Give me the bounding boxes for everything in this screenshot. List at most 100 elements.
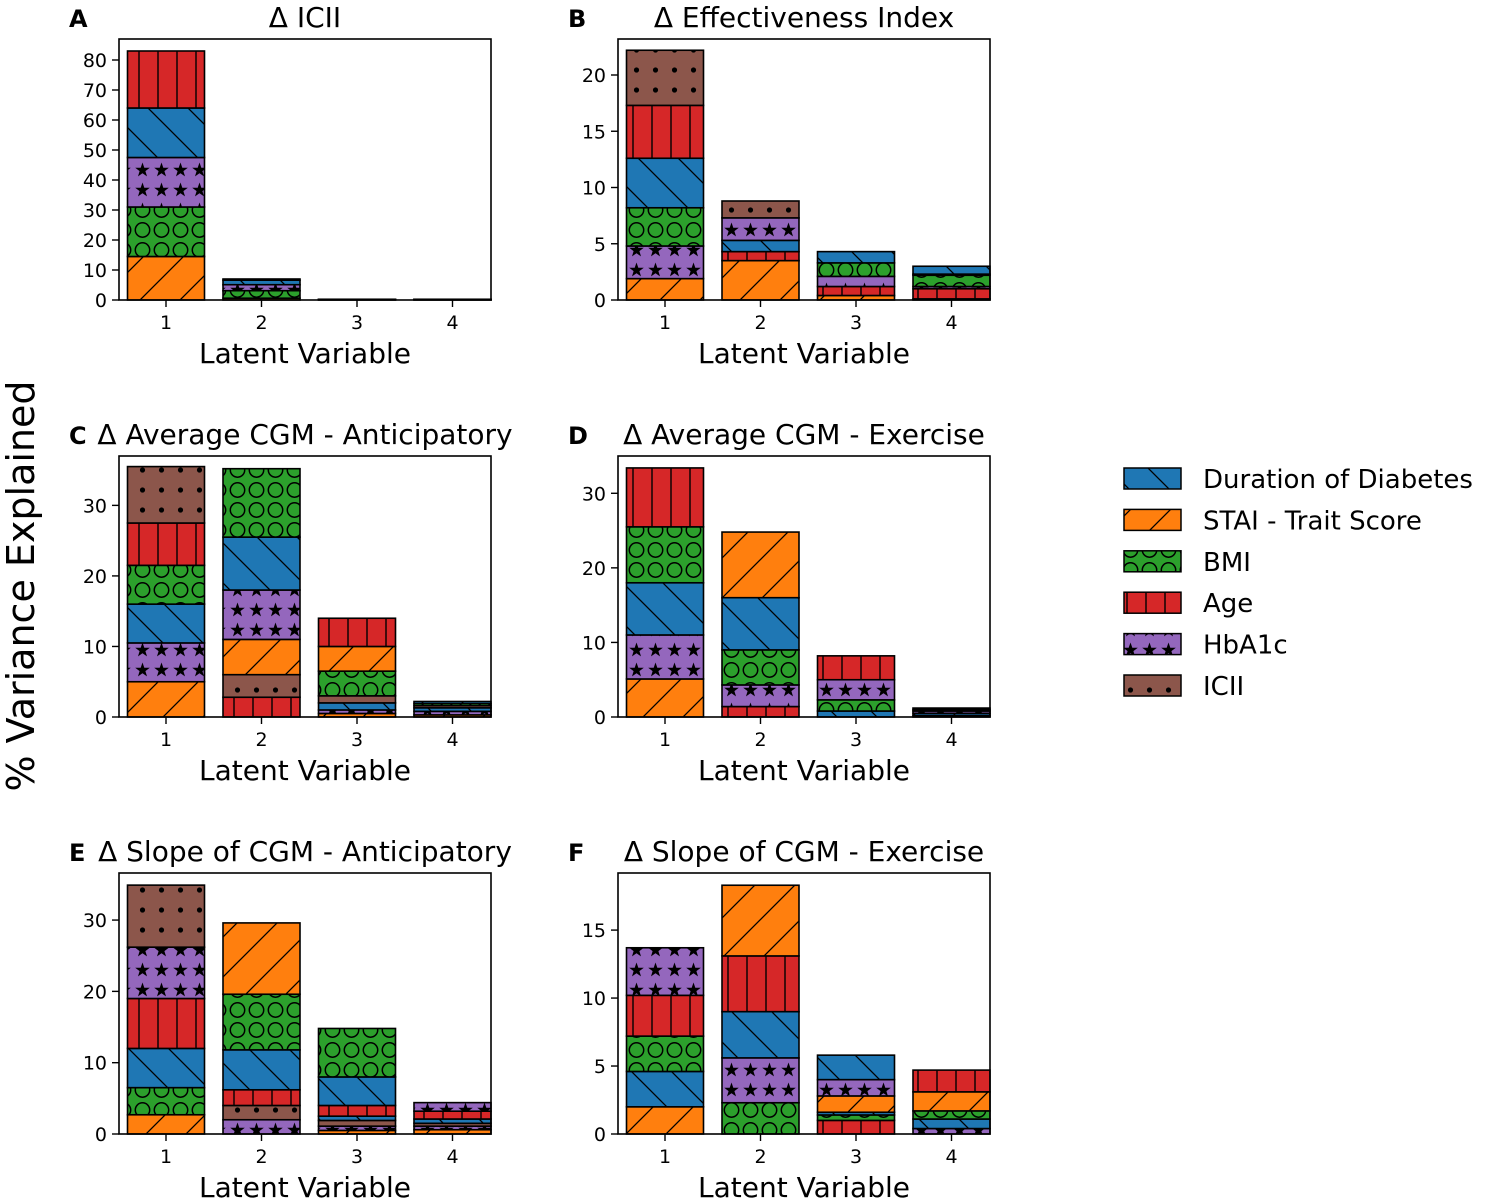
legend-swatch-outline <box>1123 591 1182 614</box>
y-tick-label: 20 <box>83 566 107 588</box>
panel-letter: B <box>568 5 586 33</box>
x-tick-label: 4 <box>945 312 957 334</box>
bar-hatch-stai <box>722 532 799 598</box>
panel-b: B Δ Effectiveness Index 0 5 10 15 20 1 2 3 4 Latent… <box>568 1 991 370</box>
y-tick-label: 0 <box>594 290 606 312</box>
panel-title: Δ Average CGM - Exercise <box>623 418 985 451</box>
x-tick-label: 4 <box>446 1146 458 1168</box>
bar-hatch-hba1c <box>722 1057 799 1103</box>
legend-item-age: Age <box>1123 589 1253 619</box>
y-tick-label: 80 <box>83 50 107 72</box>
x-tick-label: 4 <box>446 729 458 751</box>
bar-hatch-hba1c <box>913 1128 990 1134</box>
bar-hatch-hba1c <box>414 1102 491 1112</box>
bar-outline <box>317 617 397 648</box>
legend-label: BMI <box>1203 548 1251 578</box>
y-tick-label: 30 <box>83 200 107 222</box>
bar-hatch-bmi <box>414 703 491 706</box>
y-tick-label: 20 <box>83 981 107 1003</box>
bar-hatch-bmi <box>626 1036 704 1072</box>
panel-f: F Δ Slope of CGM - Exercise 0 5 10 15 1 2 3 4 Late… <box>568 835 991 1199</box>
bar-hatch-bmi <box>913 275 990 287</box>
y-tick-label: 0 <box>95 290 107 312</box>
bar-hatch-age <box>223 697 300 717</box>
x-tick-label: 2 <box>255 729 267 751</box>
bar-hatch-age <box>722 251 799 261</box>
legend-label: STAI - Trait Score <box>1203 506 1422 536</box>
bar-hatch-duration <box>127 108 205 158</box>
bar-outline <box>317 1027 397 1078</box>
x-tick-label: 1 <box>659 729 671 751</box>
bar-hatch-stai <box>127 1114 205 1134</box>
x-tick-label: 3 <box>351 312 363 334</box>
legend-swatch-hatch <box>1124 509 1181 531</box>
bar-hatch-stai <box>913 1091 990 1111</box>
legend-swatch-hatch <box>1124 550 1181 572</box>
panel-c: C Δ Average CGM - Anticipatory 0 10 20 30 1 2 3 4… <box>69 418 513 787</box>
bar-hatch-hba1c <box>414 1126 491 1130</box>
legend-item-icii: ICII <box>1123 672 1244 702</box>
x-tick-label: 3 <box>351 729 363 751</box>
legend-label: ICII <box>1203 672 1244 702</box>
y-tick-label: 15 <box>582 920 606 942</box>
x-tick-label: 3 <box>351 1146 363 1168</box>
legend-swatch-outline <box>1123 550 1182 573</box>
bar-hatch-stai <box>223 639 300 675</box>
y-tick-label: 10 <box>582 178 606 200</box>
bar-hatch-hba1c <box>626 246 704 279</box>
x-tick-label: 2 <box>754 1146 766 1168</box>
panel-a: A Δ ICII 0 10 20 30 40 50 60 70 80 1 2 3 4 Latent Varia… <box>69 1 492 370</box>
figure-ylabel: % Variance Explained <box>0 380 43 791</box>
panel-title: Δ Average CGM - Anticipatory <box>97 418 512 451</box>
bar-hatch-duration <box>127 1048 205 1088</box>
bar-hatch-stai <box>817 1095 895 1113</box>
y-tick-label: 0 <box>594 1124 606 1146</box>
plot-frame <box>617 872 991 1135</box>
bar-hatch-bmi <box>722 1102 799 1134</box>
bar-hatch-hba1c <box>913 711 990 714</box>
bar-hatch-duration <box>913 713 990 716</box>
bar-hatch-duration <box>722 240 799 252</box>
panel-title: Δ Effectiveness Index <box>654 1 954 34</box>
x-tick-label: 1 <box>160 312 172 334</box>
bar-hatch-bmi <box>223 290 300 299</box>
bar-hatch-icii <box>223 1105 300 1120</box>
bar-hatch-duration <box>626 1071 704 1107</box>
panel-title: Δ ICII <box>269 1 341 34</box>
plot-frame <box>617 455 991 718</box>
legend-swatch-hatch <box>1124 592 1181 614</box>
bar-outline <box>222 467 301 538</box>
bar-hatch-age <box>913 1070 990 1092</box>
bar-hatch-icii <box>318 1120 396 1127</box>
bar-hatch-age <box>626 105 704 159</box>
bar-hatch-hba1c <box>626 634 704 679</box>
bar-hatch-hba1c <box>127 947 205 999</box>
bar-hatch-stai <box>626 278 704 300</box>
y-tick-label: 60 <box>83 110 107 132</box>
bar-hatch-bmi <box>817 699 895 712</box>
bar-hatch-stai <box>127 681 205 717</box>
legend-swatch-outline <box>1123 632 1182 656</box>
bar-hatch-duration <box>414 707 491 712</box>
y-tick-label: 10 <box>582 988 606 1010</box>
bar-hatch-bmi <box>817 262 895 277</box>
legend-item-hba1c: HbA1c <box>1123 631 1288 661</box>
x-tick-label: 4 <box>945 1146 957 1168</box>
bar-hatch-stai <box>722 885 799 956</box>
bar-hatch-hba1c <box>223 590 300 640</box>
bar-outline <box>126 465 206 524</box>
y-tick-label: 30 <box>83 910 107 932</box>
bar-hatch-age <box>127 998 205 1049</box>
bar-hatch-age <box>223 1089 300 1106</box>
plot-frame <box>617 38 991 301</box>
bar-hatch-age <box>414 1111 491 1120</box>
bar-hatch-bmi <box>127 207 205 257</box>
y-tick-label: 70 <box>83 80 107 102</box>
bar-hatch-hba1c <box>127 642 205 682</box>
plot-frame <box>118 872 492 1135</box>
bar-outline <box>816 250 896 264</box>
y-tick-label: 10 <box>83 1053 107 1075</box>
x-tick-label: 1 <box>659 312 671 334</box>
x-axis-label: Latent Variable <box>199 1171 411 1199</box>
bar-hatch-icii <box>414 705 491 708</box>
